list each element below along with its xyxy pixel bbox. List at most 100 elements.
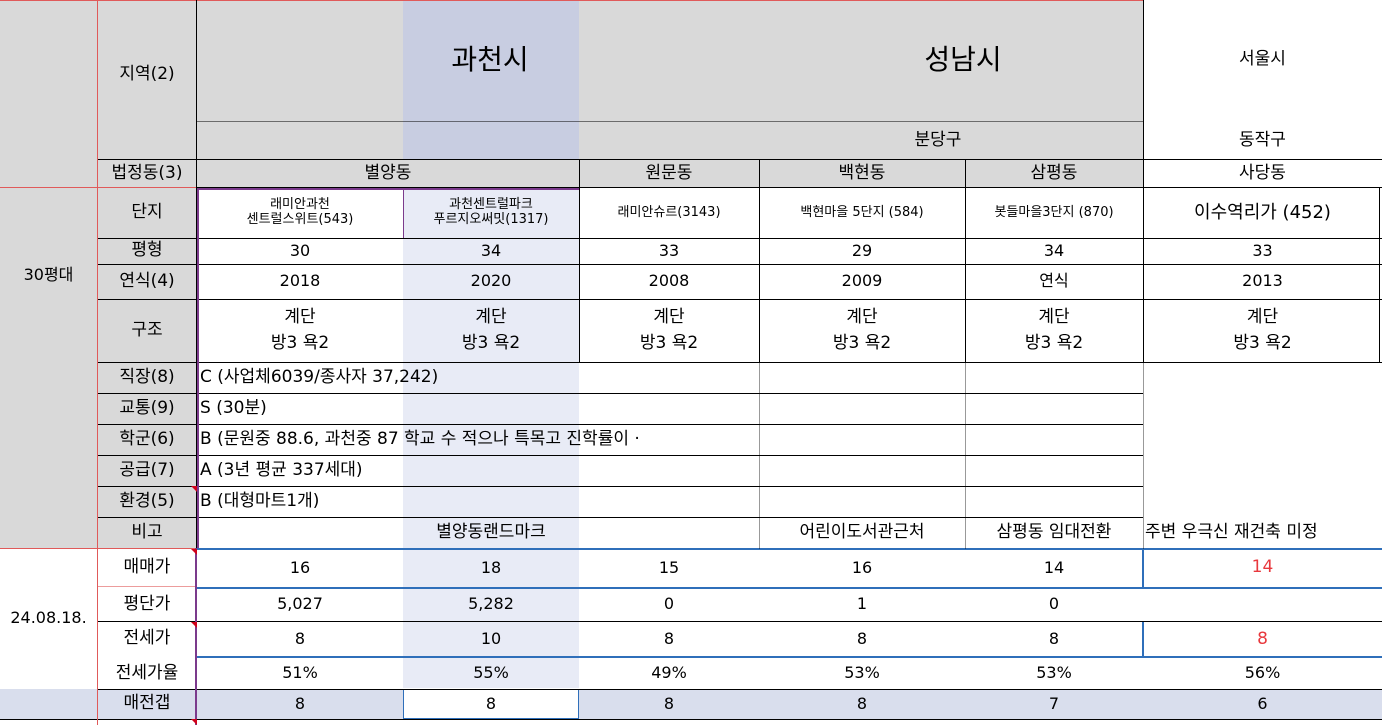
per-pyeong-cell[interactable]: 5,027 [277,594,323,614]
complex-cell[interactable]: 래미안슈르(3143) [617,204,721,220]
sale-cell[interactable]: 18 [480,557,502,577]
region-label[interactable]: 지역(2) [119,64,175,85]
note-cell[interactable] [197,517,403,548]
jeonse-cell[interactable]: 8 [663,629,675,649]
city-seoul[interactable]: 서울시 [1239,49,1286,70]
gu-dongjak[interactable]: 동작구 [1239,129,1286,150]
pyeong-cell[interactable]: 33 [658,240,680,260]
dong-baekhyeon[interactable]: 백현동 [838,162,886,183]
jeonse-rate-cell[interactable]: 51% [282,663,318,683]
per-pyeong-cell[interactable]: 1 [856,594,868,614]
comment-indicator-icon[interactable] [191,549,197,555]
pyeong-cell[interactable]: 33 [1252,240,1273,260]
dong-sampyeong[interactable]: 삼평동 [1030,162,1078,183]
pyeong-cell[interactable]: 34 [480,240,502,260]
complex-cell[interactable]: 래미안과천 센트럴스위트(543) [197,188,403,238]
size-group-cell[interactable] [0,188,97,548]
structure-cell[interactable]: 계단 방3 욕2 [403,299,579,362]
pyeong-cell[interactable]: 29 [851,240,873,260]
gu-bundang[interactable]: 분당구 [914,129,962,150]
date-group-label[interactable]: 24.08.18. [10,607,87,627]
dong-label[interactable]: 법정동(3) [111,162,183,183]
job-text-cell[interactable]: C (사업체6039/종사자 37,242) [200,367,439,388]
comment-indicator-icon[interactable] [191,719,197,725]
row-label-per-pyeong[interactable]: 평단가 [123,593,171,614]
year-cell[interactable]: 2013 [1242,271,1283,291]
row-label-year[interactable]: 연식(4) [119,270,175,291]
structure-line-1: 계단 [653,306,685,327]
row-label-jeonse-rate[interactable]: 전세가율 [115,662,179,683]
row-label-gap[interactable]: 매전갭 [123,693,171,714]
sale-cell[interactable]: 14 [1043,557,1065,577]
complex-cell[interactable]: 과천센트럴파크 푸르지오써밋(1317) [403,188,579,238]
sale-cell[interactable]: 15 [658,557,680,577]
jeonse-rate-cell[interactable]: 49% [651,663,687,683]
jeonse-rate-cell[interactable]: 53% [844,663,880,683]
row-label-complex[interactable]: 단지 [131,202,163,223]
per-pyeong-cell[interactable] [1143,588,1382,621]
comment-indicator-icon[interactable] [191,622,197,628]
gap-cell-selected[interactable]: 8 [403,689,579,719]
note-cell[interactable]: 어린이도서관근처 [799,521,925,542]
complex-cell[interactable]: 이수역리가 (452) [1194,201,1331,223]
complex-cell[interactable]: 백현마을 5단지 (584) [800,204,924,220]
structure-cell[interactable]: 계단 방3 욕2 [1143,299,1382,362]
gap-cell[interactable]: 8 [294,693,306,713]
sale-cell[interactable]: 16 [289,557,311,577]
structure-cell[interactable]: 계단 방3 욕2 [965,299,1143,362]
env-text-cell[interactable]: B (대형마트1개) [200,490,320,511]
note-cell[interactable]: 별양동랜드마크 [436,521,546,542]
note-cell[interactable] [579,517,759,548]
year-cell[interactable]: 2018 [279,271,321,291]
row-label-jeonse[interactable]: 전세가 [123,628,171,649]
pyeong-cell[interactable]: 30 [289,240,311,260]
structure-cell[interactable]: 계단 방3 욕2 [197,299,403,362]
row-label-env[interactable]: 환경(5) [119,490,175,511]
structure-cell[interactable]: 계단 방3 욕2 [759,299,965,362]
corner-cell[interactable] [0,0,97,188]
row-label-transport[interactable]: 교통(9) [119,397,175,418]
gap-cell[interactable]: 7 [1048,693,1060,713]
row-label-sale[interactable]: 매매가 [123,557,171,578]
dong-sadang[interactable]: 사당동 [1239,162,1286,183]
jeonse-cell[interactable]: 10 [480,629,502,649]
city-gwacheon[interactable]: 과천시 [451,42,529,76]
pyeong-cell[interactable]: 34 [1043,240,1065,260]
note-cell[interactable]: 삼평동 임대전환 [996,521,1112,542]
structure-cell[interactable]: 계단 방3 욕2 [579,299,759,362]
row-label-note[interactable]: 비고 [131,521,163,542]
transport-text-cell[interactable]: S (30분) [200,397,267,418]
per-pyeong-cell[interactable]: 5,282 [468,594,514,614]
year-cell[interactable]: 2008 [648,271,690,291]
city-seongnam[interactable]: 성남시 [924,42,1002,76]
comment-indicator-icon[interactable] [191,486,197,492]
gap-cell[interactable]: 8 [856,693,868,713]
per-pyeong-cell[interactable]: 0 [1048,594,1060,614]
dong-wonmun[interactable]: 원문동 [645,162,693,183]
row-label-job[interactable]: 직장(8) [119,367,175,388]
jeonse-rate-cell[interactable]: 55% [473,663,509,683]
gap-cell[interactable]: 6 [1257,693,1268,713]
dong-byeolyang[interactable]: 별양동 [364,162,412,183]
jeonse-cell[interactable]: 8 [1048,629,1060,649]
year-cell[interactable]: 2020 [470,271,512,291]
supply-text-cell[interactable]: A (3년 평균 337세대) [200,459,363,480]
jeonse-rate-cell[interactable]: 53% [1036,663,1072,683]
jeonse-cell[interactable]: 8 [1257,628,1268,649]
jeonse-cell[interactable]: 8 [856,629,868,649]
jeonse-rate-cell[interactable]: 56% [1244,663,1281,683]
sale-cell[interactable]: 14 [1251,557,1274,578]
year-cell[interactable]: 연식 [1039,271,1069,291]
gap-cell[interactable]: 8 [663,693,675,713]
sale-cell[interactable]: 16 [851,557,873,577]
jeonse-cell[interactable]: 8 [294,629,306,649]
row-label-structure[interactable]: 구조 [131,319,163,340]
per-pyeong-cell[interactable]: 0 [663,594,675,614]
year-cell[interactable]: 2009 [841,271,883,291]
row-label-supply[interactable]: 공급(7) [119,459,175,480]
row-label-school[interactable]: 학군(6) [119,428,175,449]
complex-cell[interactable]: 봇들마을3단지 (870) [994,204,1114,220]
note-cell[interactable]: 주변 우극신 재건축 미정 [1145,521,1318,542]
row-label-pyeong[interactable]: 평형 [131,240,163,261]
school-text-cell[interactable]: B (문원중 88.6, 과천중 87 학교 수 적으나 특목고 진학률이 · [200,428,640,449]
